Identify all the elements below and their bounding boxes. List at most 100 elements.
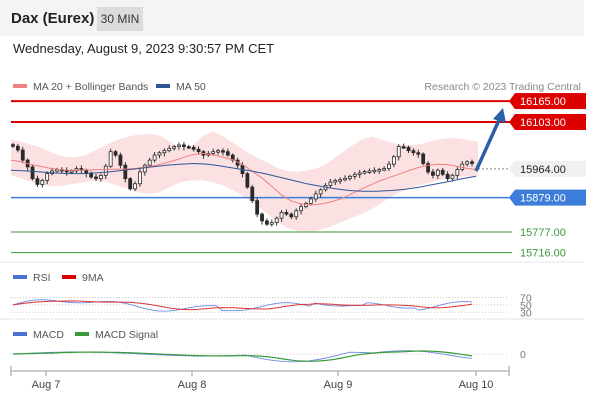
candle-body bbox=[152, 154, 157, 161]
candle-body bbox=[396, 146, 401, 158]
candle-body bbox=[123, 164, 128, 180]
macd-signal-line bbox=[12, 350, 473, 362]
level-label-16165.00: 16165.00 bbox=[520, 96, 566, 108]
level-box-15964.00 bbox=[515, 160, 586, 177]
rsi-tick-30: 30 bbox=[520, 307, 532, 319]
candle-body bbox=[40, 179, 45, 185]
candle-body bbox=[142, 164, 147, 173]
candle-body bbox=[255, 200, 260, 215]
candle-body bbox=[387, 163, 391, 169]
candle-body bbox=[172, 146, 177, 149]
candle-body bbox=[98, 174, 103, 180]
candle-body bbox=[147, 159, 152, 166]
bollinger-band-area bbox=[11, 131, 478, 232]
candle-body bbox=[216, 150, 220, 153]
candle-body bbox=[196, 148, 201, 153]
candle-body bbox=[211, 151, 216, 154]
candle-body bbox=[357, 172, 362, 175]
ma50-line bbox=[10, 162, 477, 192]
candle-body bbox=[401, 146, 406, 149]
candle-body bbox=[128, 178, 133, 190]
candle-body bbox=[343, 177, 347, 181]
candle-body bbox=[338, 179, 343, 182]
rsi-ma-legend-swatch bbox=[62, 275, 76, 279]
level-label-15716.00: 15716.00 bbox=[520, 248, 566, 260]
price-level-labels: 16165.00 16103.00 15964.00 15879.00 15777.00… bbox=[509, 93, 586, 260]
forecast-arrow-shaft bbox=[474, 117, 502, 172]
candle-body bbox=[328, 181, 333, 186]
level-pointer-16103.00 bbox=[509, 113, 515, 130]
candle-body bbox=[186, 146, 191, 149]
bollinger-legend-label: MA 20 + Bollinger Bands bbox=[33, 81, 148, 93]
level-box-15879.00 bbox=[515, 189, 586, 206]
x-tick-label-Aug-8: Aug 8 bbox=[178, 379, 207, 391]
instrument-title: Dax (Eurex) bbox=[11, 10, 95, 27]
candle-body bbox=[391, 156, 396, 165]
candle-body bbox=[304, 202, 308, 208]
candle-body bbox=[362, 171, 367, 174]
candle-body bbox=[133, 183, 137, 190]
level-box-16103.00 bbox=[515, 113, 586, 130]
price-levels bbox=[11, 100, 512, 254]
candle-body bbox=[245, 173, 250, 188]
level-pointer-15879.00 bbox=[509, 189, 515, 206]
candle-body bbox=[294, 210, 299, 218]
candle-body bbox=[20, 149, 25, 161]
level-pointer-15964.00 bbox=[509, 160, 515, 177]
rsi-tick-70: 70 bbox=[520, 292, 532, 304]
rsi-legend-label: RSI bbox=[33, 272, 51, 284]
macd-legend-label: MACD bbox=[33, 329, 64, 341]
candle-body bbox=[138, 171, 142, 185]
macd-signal-legend-label: MACD Signal bbox=[95, 329, 158, 341]
candle-body bbox=[103, 165, 108, 176]
candle-body bbox=[372, 169, 377, 173]
rsi-ma-line bbox=[12, 300, 473, 311]
timeframe-button[interactable]: 30 MIN bbox=[97, 7, 143, 31]
candle-body bbox=[89, 173, 94, 178]
macd-tick-0: 0 bbox=[520, 349, 526, 361]
candle-body bbox=[367, 170, 372, 173]
candle-body bbox=[333, 179, 338, 183]
candle-body bbox=[450, 174, 455, 180]
candle-body bbox=[15, 145, 20, 151]
ma50-legend-swatch bbox=[156, 84, 170, 88]
candle-body bbox=[274, 217, 279, 223]
x-tick-label-Aug-7: Aug 7 bbox=[32, 379, 61, 391]
candle-body bbox=[94, 176, 98, 180]
rsi-ma-legend-label: 9MA bbox=[82, 272, 104, 284]
candle-body bbox=[377, 169, 382, 172]
ma50-legend-label: MA 50 bbox=[176, 81, 206, 93]
x-tick-label-Aug-9: Aug 9 bbox=[324, 379, 353, 391]
candle-body bbox=[313, 193, 318, 200]
candle-body bbox=[382, 168, 387, 171]
x-axis: Aug 7 Aug 8 Aug 9 Aug 10 bbox=[10, 366, 510, 391]
candle-body bbox=[299, 206, 303, 212]
candle-body bbox=[45, 173, 50, 181]
candle-body bbox=[191, 146, 196, 150]
candle-body bbox=[108, 151, 113, 167]
macd-legend-swatch bbox=[13, 332, 27, 336]
candle-body bbox=[113, 151, 118, 156]
candle-body bbox=[440, 169, 445, 175]
candle-body bbox=[284, 212, 289, 215]
candle-body bbox=[289, 213, 294, 218]
candle-body bbox=[411, 150, 416, 154]
macd-signal-legend-swatch bbox=[75, 332, 89, 336]
bollinger-middle-line bbox=[10, 152, 477, 206]
candle-body bbox=[177, 144, 181, 148]
candle-body bbox=[421, 153, 426, 164]
bollinger-legend-swatch bbox=[13, 84, 27, 88]
candle-body bbox=[225, 151, 230, 156]
candle-body bbox=[30, 166, 35, 180]
candle-body bbox=[157, 152, 162, 156]
candle-body bbox=[250, 186, 255, 202]
candle-body bbox=[265, 220, 269, 225]
candlesticks bbox=[11, 141, 474, 227]
level-pointer-16165.00 bbox=[509, 93, 515, 110]
moving-averages bbox=[10, 152, 477, 206]
credit-label: Research © 2023 Trading Central bbox=[424, 81, 581, 93]
candle-body bbox=[465, 161, 470, 165]
candle-body bbox=[426, 163, 430, 173]
